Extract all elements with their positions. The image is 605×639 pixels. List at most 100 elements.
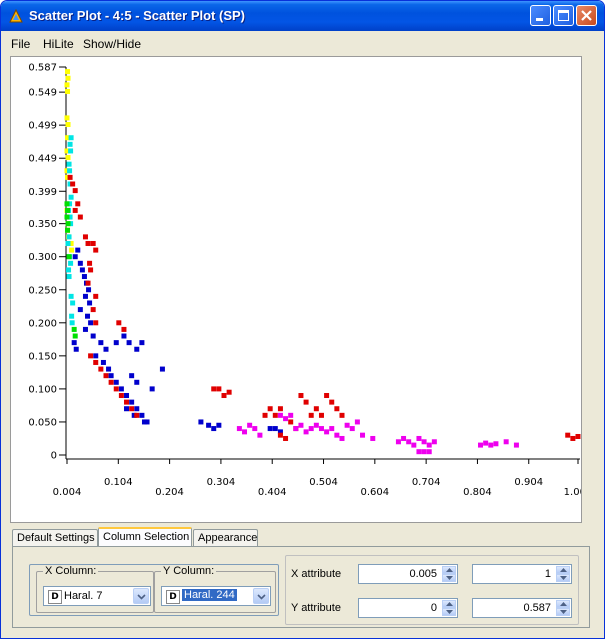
y-tick-label: 0.587	[28, 63, 57, 74]
data-point	[90, 333, 96, 339]
data-point	[116, 320, 122, 326]
x-min-increment[interactable]	[442, 566, 456, 574]
data-point	[267, 406, 273, 412]
y-max-decrement[interactable]	[556, 608, 570, 616]
y-column-dropdown-button[interactable]	[253, 588, 269, 604]
data-point	[277, 429, 283, 435]
data-point	[64, 214, 70, 220]
x-max-increment[interactable]	[556, 566, 570, 574]
data-point	[124, 399, 130, 405]
data-point	[129, 406, 135, 412]
minimize-button[interactable]	[530, 5, 551, 26]
y-min-increment[interactable]	[442, 600, 456, 608]
data-point	[68, 194, 74, 200]
y-max-value: 0.587	[523, 602, 551, 614]
x-tick-label: 1.000	[564, 487, 581, 498]
maximize-button[interactable]	[553, 5, 574, 26]
data-point	[87, 300, 93, 306]
y-min-decrement[interactable]	[442, 608, 456, 616]
y-tick-label: 0.250	[28, 285, 57, 296]
data-point	[121, 326, 127, 332]
tab-column-selection[interactable]: Column Selection	[98, 527, 192, 547]
data-point	[66, 161, 72, 167]
data-point	[421, 449, 427, 455]
data-point	[313, 422, 319, 428]
plot-area[interactable]: 0 0.050 0.100 0.150 0.200 0.250 0.300 0.350 0.39…	[10, 56, 582, 523]
data-point	[88, 353, 94, 359]
menu-file[interactable]: File	[11, 37, 31, 51]
data-point	[93, 320, 99, 326]
data-point	[329, 399, 335, 405]
x-column-value: Haral. 7	[64, 590, 103, 602]
data-point	[64, 148, 70, 154]
data-point	[288, 412, 294, 418]
data-point	[72, 188, 78, 194]
data-point	[113, 379, 119, 385]
data-point	[67, 214, 73, 220]
y-tick-label: 0.300	[28, 252, 57, 263]
data-point	[77, 214, 83, 220]
data-point	[90, 240, 96, 246]
data-point	[131, 412, 137, 418]
x-max-spinner[interactable]: 1	[472, 564, 572, 584]
data-point	[308, 426, 314, 432]
data-point	[93, 359, 99, 365]
data-point	[139, 340, 145, 346]
data-point	[283, 435, 289, 441]
x-min-decrement[interactable]	[442, 574, 456, 582]
data-point	[118, 386, 124, 392]
x-tick-label: 0.804	[463, 487, 492, 498]
data-point	[72, 333, 78, 339]
data-point	[211, 386, 217, 392]
x-tick-label: 0.104	[104, 477, 133, 488]
data-point	[277, 432, 283, 438]
y-max-spinner[interactable]: 0.587	[472, 598, 572, 618]
data-point	[134, 412, 140, 418]
x-max-decrement[interactable]	[556, 574, 570, 582]
data-point	[79, 267, 85, 273]
data-point	[277, 412, 283, 418]
data-point	[68, 221, 74, 227]
menu-hilite[interactable]: HiLite	[43, 37, 74, 51]
menu-show-hide[interactable]: Show/Hide	[83, 37, 142, 51]
data-point	[103, 346, 109, 352]
y-max-increment[interactable]	[556, 600, 570, 608]
data-point	[93, 353, 99, 359]
app-triangle-icon	[9, 9, 23, 23]
data-point	[68, 260, 74, 266]
data-point	[65, 69, 71, 75]
x-column-select[interactable]: D Haral. 7	[43, 586, 151, 606]
data-point	[88, 320, 94, 326]
y-tick-label: 0.399	[28, 187, 57, 198]
data-point	[64, 82, 70, 88]
data-point	[349, 426, 355, 432]
chevron-up-icon	[560, 602, 567, 606]
data-point	[416, 435, 422, 441]
y-tick-label: 0.499	[28, 121, 57, 132]
close-button[interactable]	[576, 5, 597, 26]
data-point	[118, 393, 124, 399]
data-point	[75, 247, 81, 253]
x-min-spinner[interactable]: 0.005	[358, 564, 458, 584]
scatter-chart[interactable]: 0 0.050 0.100 0.150 0.200 0.250 0.300 0.350 0.39…	[11, 57, 581, 522]
x-column-dropdown-button[interactable]	[133, 588, 149, 604]
x-tick-label: 0.004	[53, 487, 82, 498]
y-column-select[interactable]: D Haral. 244	[161, 586, 271, 606]
data-point	[565, 432, 571, 438]
x-min-value: 0.005	[409, 568, 437, 580]
data-point	[65, 207, 71, 213]
tab-appearance[interactable]: Appearance	[193, 529, 258, 546]
data-point	[267, 426, 273, 432]
x-tick-label: 0.704	[412, 477, 441, 488]
y-min-spinner[interactable]: 0	[358, 598, 458, 618]
data-point	[206, 422, 212, 428]
data-point	[329, 426, 335, 432]
data-point	[66, 254, 72, 260]
chevron-up-icon	[560, 568, 567, 572]
title-bar[interactable]: Scatter Plot - 4:5 - Scatter Plot (SP)	[1, 1, 604, 31]
data-point	[67, 181, 73, 187]
data-point	[324, 429, 330, 435]
column-selection-panel: X Column: D Haral. 7 Y Column: D Haral. …	[12, 546, 590, 628]
data-point	[124, 393, 130, 399]
tab-default-settings[interactable]: Default Settings	[12, 529, 98, 546]
